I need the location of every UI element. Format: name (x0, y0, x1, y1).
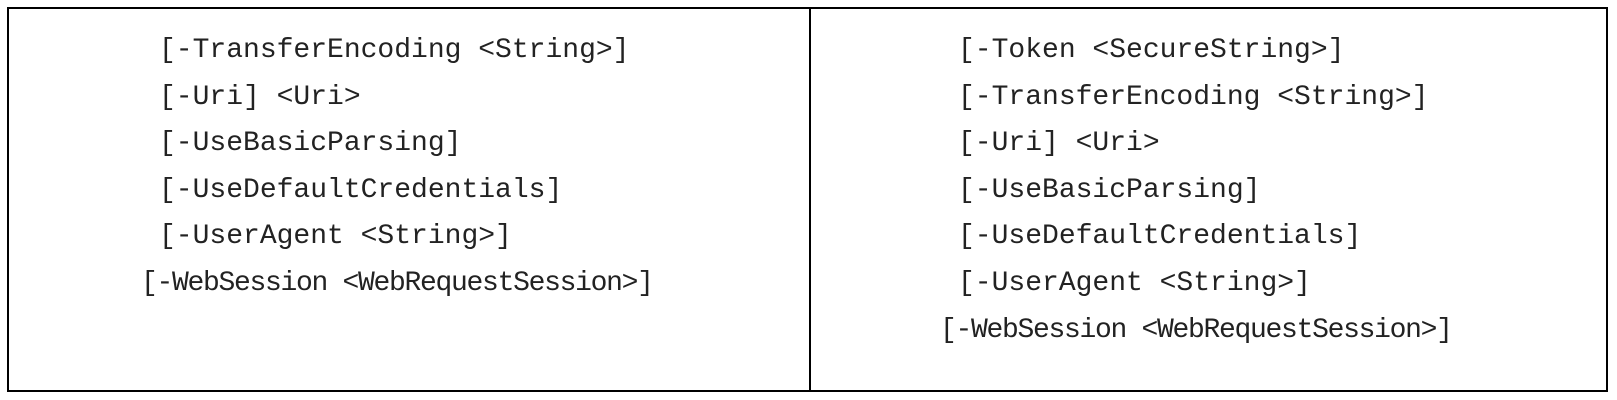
parameter-line: [-TransferEncoding <String>] (159, 35, 630, 66)
right-parameter-list: [-Token <SecureString>] [-TransferEncodi… (811, 28, 1453, 354)
parameter-line: [-TransferEncoding <String>] (958, 81, 1429, 113)
left-syntax-cell: [-TransferEncoding <String>] [-Uri] <Uri… (9, 9, 811, 390)
left-parameter-list: [-TransferEncoding <String>] [-Uri] <Uri… (9, 28, 654, 308)
parameter-line: [-UseDefaultCredentials] (958, 221, 1362, 253)
syntax-comparison-table: [-TransferEncoding <String>] [-Uri] <Uri… (7, 7, 1608, 392)
parameter-line: [-UseBasicParsing] (159, 128, 462, 160)
parameter-line: [-UserAgent <String>] (958, 267, 1311, 299)
parameter-line: [-Token <SecureString>] (958, 35, 1345, 66)
parameter-line: [-UseBasicParsing] (958, 174, 1261, 206)
parameter-line: [-UserAgent <String>] (159, 221, 512, 253)
parameter-line: [-UseDefaultCredentials] (159, 174, 563, 206)
parameter-line: [-Uri] <Uri> (159, 81, 361, 113)
parameter-line: [-WebSession <WebRequestSession>] (940, 314, 1453, 346)
parameter-line: [-Uri] <Uri> (958, 128, 1160, 160)
right-syntax-cell: [-Token <SecureString>] [-TransferEncodi… (811, 9, 1606, 390)
parameter-line: [-WebSession <WebRequestSession>] (141, 267, 654, 299)
